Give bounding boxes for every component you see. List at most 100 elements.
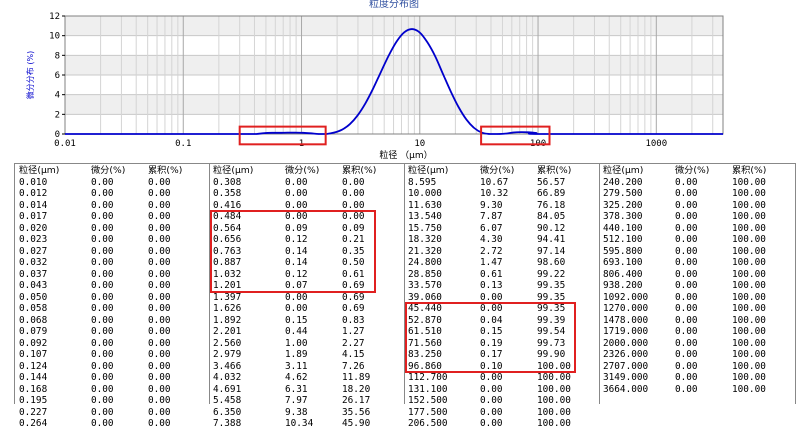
table-row: 45.440 0.00 99.35 — [404, 303, 599, 315]
cumulative-cell: 100.00 — [732, 188, 766, 199]
data-point — [294, 132, 296, 134]
cumulative-cell: 0.00 — [148, 406, 171, 418]
size-cell: 28.850 — [408, 268, 442, 280]
data-point — [388, 55, 390, 57]
table-header-cell: 累积(%) — [732, 165, 767, 176]
differential-cell: 0.00 — [480, 303, 503, 314]
size-cell: 2000.000 — [603, 337, 649, 349]
size-cell: 0.068 — [19, 314, 48, 326]
table-row: 1478.000 0.00 100.00 — [599, 315, 795, 327]
differential-cell: 0.00 — [675, 303, 698, 314]
cumulative-cell: 99.54 — [537, 326, 566, 337]
table-row: 0.032 0.00 0.00 — [15, 257, 209, 269]
y-tick-label: 8 — [55, 51, 60, 61]
differential-cell: 0.17 — [480, 349, 503, 360]
table-header-cell: 粒径(μm) — [603, 165, 644, 176]
table-header-cell: 累积(%) — [148, 165, 183, 176]
size-cell: 440.100 — [603, 222, 643, 234]
table-header-row: 粒径(μm) 微分(%) 累积(%) — [404, 165, 599, 177]
differential-cell: 0.00 — [91, 280, 114, 291]
cumulative-cell: 99.39 — [537, 314, 566, 326]
differential-cell: 9.30 — [480, 199, 503, 211]
table-row: 13.540 7.87 84.05 — [404, 211, 599, 223]
size-cell: 0.079 — [19, 326, 48, 337]
table-row: 0.020 0.00 0.00 — [15, 223, 209, 235]
differential-cell: 0.15 — [285, 314, 308, 326]
cumulative-cell: 66.89 — [537, 188, 566, 199]
data-point — [496, 133, 499, 135]
data-point — [248, 133, 250, 135]
table-row: 1270.000 0.00 100.00 — [599, 303, 795, 315]
data-point — [364, 102, 366, 105]
data-point — [458, 106, 460, 108]
table-row: 1.892 0.15 0.83 — [209, 315, 404, 327]
table-row: 11.630 9.30 76.18 — [404, 200, 599, 212]
data-point — [426, 41, 429, 44]
cumulative-cell: 18.20 — [342, 383, 371, 395]
size-cell: 0.308 — [213, 176, 242, 188]
table-header-row: 粒径(μm) 微分(%) 累积(%) — [15, 165, 209, 177]
cumulative-cell: 0.00 — [342, 188, 365, 199]
cumulative-cell: 0.00 — [148, 188, 171, 199]
cumulative-cell: 0.00 — [148, 176, 171, 188]
size-cell: 6.350 — [213, 406, 242, 418]
table-row: 61.510 0.15 99.54 — [404, 326, 599, 338]
data-point — [403, 31, 405, 33]
differential-cell: 0.00 — [675, 268, 698, 280]
size-cell: 13.540 — [408, 211, 442, 222]
cumulative-cell: 0.00 — [148, 211, 171, 222]
size-cell: 8.595 — [408, 176, 437, 188]
table-row: 0.168 0.00 0.00 — [15, 384, 209, 396]
differential-cell: 0.00 — [91, 349, 114, 360]
cumulative-cell: 0.00 — [148, 257, 171, 268]
cumulative-cell: 100.00 — [732, 303, 766, 314]
size-cell: 0.264 — [19, 418, 48, 429]
table-row: 83.250 0.17 99.90 — [404, 349, 599, 361]
y-tick-label: 4 — [55, 91, 60, 101]
table-row: 0.227 0.00 0.00 — [15, 407, 209, 419]
differential-cell: 0.00 — [91, 199, 114, 211]
cumulative-cell: 99.35 — [537, 280, 566, 291]
differential-cell: 0.00 — [675, 257, 698, 268]
differential-cell: 0.12 — [285, 234, 308, 245]
table-row: 0.264 0.00 0.00 — [15, 418, 209, 430]
table-row: 2.201 0.44 1.27 — [209, 326, 404, 338]
size-cell: 378.300 — [603, 211, 643, 222]
table-row: 0.484 0.00 0.00 — [209, 211, 404, 223]
particle-size-table: 粒径(μm) 微分(%) 累积(%) 0.010 0.00 0.00 0.012 0.00 0.… — [14, 163, 796, 429]
cumulative-cell: 100.00 — [732, 326, 766, 337]
differential-cell: 0.00 — [480, 383, 503, 395]
size-cell: 24.800 — [408, 257, 442, 268]
y-tick-label: 2 — [55, 110, 60, 120]
table-header-cell: 粒径(μm) — [213, 165, 254, 176]
cumulative-cell: 45.90 — [342, 418, 371, 429]
size-cell: 0.144 — [19, 372, 48, 383]
differential-cell: 0.00 — [675, 280, 698, 291]
table-row: 806.400 0.00 100.00 — [599, 269, 795, 281]
cumulative-cell: 56.57 — [537, 176, 566, 188]
size-cell: 39.060 — [408, 291, 442, 303]
x-axis-label: 粒径 （μm） — [379, 149, 432, 160]
differential-cell: 0.00 — [91, 395, 114, 406]
size-cell: 512.100 — [603, 234, 643, 245]
table-row: 0.014 0.00 0.00 — [15, 200, 209, 212]
cumulative-cell: 0.00 — [342, 199, 365, 211]
cumulative-cell: 0.00 — [148, 326, 171, 337]
differential-cell: 2.72 — [480, 245, 503, 257]
table-row: 18.320 4.30 94.41 — [404, 234, 599, 246]
differential-cell: 0.00 — [675, 188, 698, 199]
data-point — [255, 133, 258, 135]
size-cell: 4.691 — [213, 383, 242, 395]
differential-cell: 0.00 — [285, 199, 308, 211]
cumulative-cell: 0.00 — [342, 176, 365, 188]
table-row: 512.100 0.00 100.00 — [599, 234, 795, 246]
y-tick-label: 10 — [49, 32, 60, 42]
size-cell: 279.500 — [603, 188, 643, 199]
cumulative-cell: 0.00 — [148, 349, 171, 360]
table-row: 7.388 10.34 45.90 — [209, 418, 404, 430]
size-cell: 61.510 — [408, 326, 442, 337]
table-row: 0.050 0.00 0.00 — [15, 292, 209, 304]
differential-cell: 3.11 — [285, 360, 308, 372]
y-axis-label: 微分分布 (%) — [25, 51, 35, 99]
differential-cell: 0.00 — [91, 234, 114, 245]
